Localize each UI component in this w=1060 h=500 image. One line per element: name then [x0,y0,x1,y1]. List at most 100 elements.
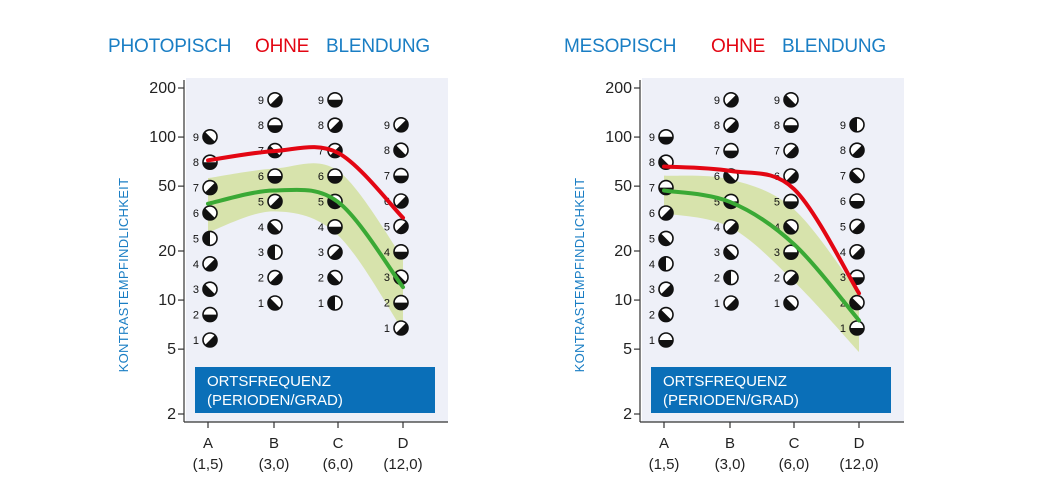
grating-patch [267,295,283,311]
grating-patch [658,129,674,145]
grating-level-number: 4 [840,247,846,259]
grating-fill [396,196,408,208]
grating-fill [268,298,280,310]
y-tick-label: 50 [158,178,176,195]
green-series-line [206,187,405,290]
grating-patch [393,244,409,260]
grating-level-number: 9 [384,120,390,132]
grating-patch [267,117,283,133]
x-category-label: D [854,435,865,452]
y-axis-label: KONTRASTEMPFINDLICHKEIT [572,178,587,373]
grating-patch [783,117,799,133]
grating-level-number: 5 [840,221,846,233]
grating-patch [723,295,739,311]
grating-fill [784,221,796,234]
grating-fill [394,175,408,183]
grating-patch [783,168,799,184]
grating-patch [783,142,799,159]
x-category-label: B [269,435,279,452]
grating-level-number: 3 [258,247,264,259]
grating-fill [852,221,864,234]
grating-level-number: 2 [649,310,655,322]
grating-patch [202,306,218,323]
y-tick-label: 200 [605,80,632,97]
y-tick-label: 2 [623,406,632,423]
grating-level-number: 2 [714,273,720,285]
normal-range-band [664,175,859,353]
grating-fill [786,171,798,183]
y-tick-label: 100 [149,129,176,146]
grating-level-number: 3 [649,284,655,296]
grating-level-number: 8 [193,157,199,169]
grating-fill [268,221,280,234]
grating-level-number: 1 [384,323,390,335]
grating-level-number: 8 [840,145,846,157]
grating-level-number: 3 [318,247,324,259]
grating-level-number: 5 [318,196,324,208]
grating-level-number: 1 [649,335,655,347]
grating-level-number: 9 [714,95,720,107]
grating-patch [849,117,865,133]
grating-fill [724,171,736,183]
chart-title-word: PHOTOPISCH [108,36,231,57]
grating-patch [267,168,283,184]
grating-fill [852,246,864,259]
grating-patch [723,244,739,260]
y-tick-label: 5 [623,341,632,358]
grating-level-number: 3 [384,272,390,284]
grating-level-number: 6 [714,171,720,183]
grating-patch [723,219,739,235]
grating-fill [330,120,342,133]
grating-fill [724,270,731,285]
grating-fill [203,208,215,220]
grating-fill [659,136,673,144]
grating-fill [726,221,738,234]
grating-level-number: 9 [318,95,324,107]
grating-fill [850,328,864,335]
grating-patch [327,168,343,184]
grating-patch [849,142,865,158]
grating-fill [394,302,408,310]
grating-patch [723,92,739,108]
photopic-chart: PHOTOPISCH OHNE BLENDUNG KONTRASTEMPFINDLIC… [108,36,448,473]
x-category-sublabel: (6,0) [323,456,354,473]
grating-level-number: 5 [193,233,199,245]
grating-patch [783,295,799,311]
grating-fill [659,309,671,322]
x-category-label: D [398,435,409,452]
grating-fill [661,208,673,220]
grating-patch [393,117,409,133]
grating-fill [784,201,798,209]
photopic-chart-panel: PHOTOPISCH OHNE BLENDUNG KONTRASTEMPFINDLIC… [108,36,448,473]
grating-patch [393,167,409,184]
grating-fill [394,145,406,158]
x-category-label: C [333,435,344,452]
x-category-sublabel: (1,5) [649,456,680,473]
grating-level-number: 1 [714,298,720,310]
grating-fill [394,251,408,259]
grating-fill [784,298,796,310]
grating-patch [393,193,409,209]
grating-patch [783,193,799,210]
grating-fill [203,231,210,246]
grating-level-number: 1 [840,323,846,335]
grating-fill [270,272,282,285]
grating-level-number: 4 [649,259,655,271]
x-category-sublabel: (12,0) [383,456,422,473]
grating-fill [659,256,666,271]
grating-patch [202,230,218,247]
grating-patch [783,92,799,108]
grating-level-number: 6 [840,196,846,208]
grating-fill [203,131,215,144]
grating-level-number: 7 [384,171,390,183]
x-category-label: B [725,435,735,452]
x-axis-label-line2: (PERIODEN/GRAD) [663,392,799,409]
grating-patch [723,269,739,286]
grating-patch [267,269,283,286]
grating-level-number: 5 [258,196,264,208]
grating-level-number: 5 [774,196,780,208]
grating-fill [852,145,864,158]
grating-fill [724,247,736,260]
grating-level-number: 9 [774,95,780,107]
grating-level-number: 4 [714,222,720,234]
